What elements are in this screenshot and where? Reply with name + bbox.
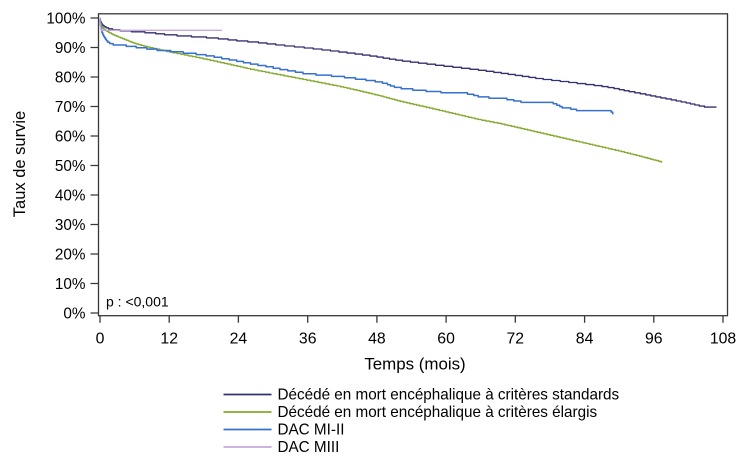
- svg-text:20%: 20%: [55, 246, 86, 263]
- svg-text:108: 108: [710, 330, 737, 347]
- svg-text:0: 0: [96, 330, 105, 347]
- svg-text:50%: 50%: [55, 158, 86, 175]
- svg-text:70%: 70%: [55, 99, 86, 116]
- svg-text:36: 36: [299, 330, 317, 347]
- svg-text:0%: 0%: [63, 305, 86, 322]
- svg-text:72: 72: [507, 330, 525, 347]
- svg-text:10%: 10%: [55, 276, 86, 293]
- svg-text:Décédé en mort encéphalique à: Décédé en mort encéphalique à critères é…: [278, 404, 598, 421]
- svg-text:p : <0,001: p : <0,001: [106, 293, 169, 309]
- svg-text:12: 12: [160, 330, 178, 347]
- svg-text:90%: 90%: [55, 40, 86, 57]
- svg-text:80%: 80%: [55, 69, 86, 86]
- svg-text:Décédé en mort encéphalique à: Décédé en mort encéphalique à critères s…: [278, 387, 620, 404]
- svg-text:24: 24: [230, 330, 248, 347]
- svg-text:100%: 100%: [46, 10, 86, 27]
- svg-text:Temps (mois): Temps (mois): [364, 355, 465, 374]
- svg-text:30%: 30%: [55, 217, 86, 234]
- svg-text:DAC MIII: DAC MIII: [278, 439, 340, 456]
- svg-text:Taux de survie: Taux de survie: [11, 111, 29, 217]
- svg-text:40%: 40%: [55, 187, 86, 204]
- svg-text:96: 96: [645, 330, 663, 347]
- svg-text:84: 84: [576, 330, 594, 347]
- svg-text:48: 48: [368, 330, 386, 347]
- svg-text:60%: 60%: [55, 128, 86, 145]
- svg-text:DAC MI-II: DAC MI-II: [278, 422, 345, 439]
- svg-text:60: 60: [437, 330, 455, 347]
